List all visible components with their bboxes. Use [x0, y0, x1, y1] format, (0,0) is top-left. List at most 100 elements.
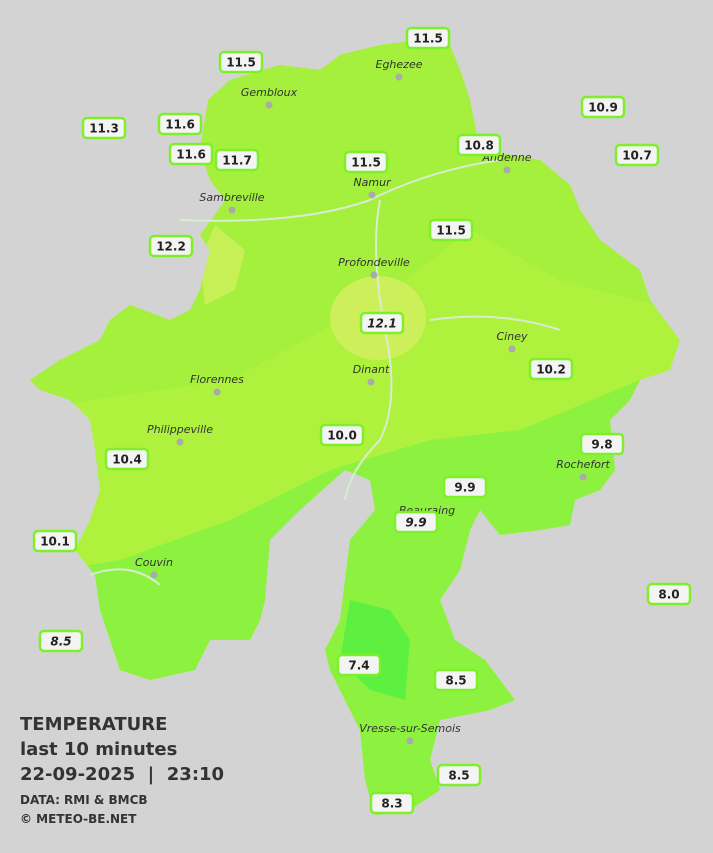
station: 9.8 — [579, 432, 625, 456]
station: 11.5 — [428, 218, 474, 242]
station-value: 11.5 — [436, 224, 466, 238]
station-value: 10.0 — [327, 429, 357, 443]
station-box — [456, 133, 502, 157]
place-label: Philippeville — [147, 423, 213, 436]
station-box — [336, 653, 382, 677]
place-label: Ciney — [497, 330, 528, 343]
place-label: Couvin — [135, 556, 173, 569]
place-dot — [367, 378, 375, 386]
station-value: 11.5 — [413, 32, 443, 46]
station-box — [428, 218, 474, 242]
place-dot — [579, 473, 587, 481]
station-box — [104, 447, 150, 471]
station-box — [580, 95, 626, 119]
station-value: 11.6 — [176, 148, 206, 162]
station: 11.3 — [81, 116, 127, 140]
station-value: 11.6 — [165, 118, 195, 132]
station-box — [168, 142, 214, 166]
station-box — [405, 26, 451, 50]
station-value: 11.3 — [89, 122, 119, 136]
station-box — [32, 529, 78, 553]
station: 11.5 — [405, 26, 451, 50]
station-value: 8.5 — [50, 635, 71, 649]
station: 9.9 — [442, 475, 488, 499]
station-box — [38, 629, 84, 653]
station-box — [218, 50, 264, 74]
station-value: 11.5 — [351, 156, 381, 170]
station-value: 10.9 — [588, 101, 618, 115]
station-value: 8.3 — [381, 797, 402, 811]
place-dot — [508, 345, 516, 353]
place-label: Profondeville — [338, 256, 410, 269]
place-dot — [150, 571, 158, 579]
station-box — [343, 150, 389, 174]
station-box — [214, 148, 260, 172]
station-value: 10.7 — [622, 149, 652, 163]
place-dot — [228, 206, 236, 214]
station: 11.5 — [343, 150, 389, 174]
station: 8.5 — [433, 668, 479, 692]
legend: TEMPERATURE last 10 minutes 22-09-2025 |… — [20, 714, 224, 826]
station-box — [369, 791, 415, 815]
station: 10.8 — [456, 133, 502, 157]
station-box — [436, 763, 482, 787]
place-dot — [265, 101, 273, 109]
station: 9.9 — [393, 510, 439, 534]
station-value: 9.9 — [454, 481, 475, 495]
station-box — [148, 234, 194, 258]
place-label: Namur — [353, 176, 392, 189]
station-box — [646, 582, 692, 606]
station: 10.1 — [32, 529, 78, 553]
station-value: 9.8 — [591, 438, 612, 452]
place-dot — [406, 737, 414, 745]
place-dot — [176, 438, 184, 446]
station-value: 8.0 — [658, 588, 679, 602]
station-box — [393, 510, 439, 534]
place-label: Florennes — [190, 373, 244, 386]
station: 10.9 — [580, 95, 626, 119]
legend-datetime: 22-09-2025 | 23:10 — [20, 764, 224, 785]
station-box — [442, 475, 488, 499]
station-value: 10.2 — [536, 363, 566, 377]
place-label: Eghezee — [376, 58, 423, 71]
rivers — [89, 159, 561, 586]
station: 7.4 — [336, 653, 382, 677]
place-dot — [395, 73, 403, 81]
station-value: 11.7 — [222, 154, 252, 168]
place-label: Sambreville — [199, 191, 264, 204]
station-value: 9.9 — [405, 516, 426, 530]
station-labels: 11.5 11.5 11.3 11.6 11.6 11.7 11.5 10.8 10.9 10.7… — [32, 26, 692, 815]
station: 10.7 — [614, 143, 660, 167]
station-value: 10.4 — [112, 453, 142, 467]
place-labels: EghezeeGemblouxAndenneNamurSambrevillePr… — [135, 58, 610, 745]
place-dot — [370, 271, 378, 279]
station: 12.1 — [359, 311, 405, 335]
place-label: Dinant — [353, 363, 390, 376]
place-dot — [368, 191, 376, 199]
station-value: 10.1 — [40, 535, 70, 549]
station-value: 10.8 — [464, 139, 494, 153]
station: 11.6 — [157, 112, 203, 136]
station-value: 8.5 — [445, 674, 466, 688]
station-box — [359, 311, 405, 335]
place-label: Vresse-sur-Semois — [359, 722, 461, 735]
station: 12.2 — [148, 234, 194, 258]
station: 11.7 — [214, 148, 260, 172]
station: 10.4 — [104, 447, 150, 471]
station-value: 11.5 — [226, 56, 256, 70]
place-dot — [213, 388, 221, 396]
place-label: Rochefort — [556, 458, 610, 471]
station: 8.5 — [436, 763, 482, 787]
place-dot — [503, 166, 511, 174]
station-value: 8.5 — [448, 769, 469, 783]
station: 10.2 — [528, 357, 574, 381]
station-box — [157, 112, 203, 136]
legend-credit: © METEO-BE.NET — [20, 812, 137, 826]
station: 11.5 — [218, 50, 264, 74]
station-box — [614, 143, 660, 167]
station-value: 12.1 — [367, 317, 397, 331]
station: 8.3 — [369, 791, 415, 815]
place-label: Gembloux — [241, 86, 298, 99]
station-value: 7.4 — [348, 659, 369, 673]
station-box — [433, 668, 479, 692]
